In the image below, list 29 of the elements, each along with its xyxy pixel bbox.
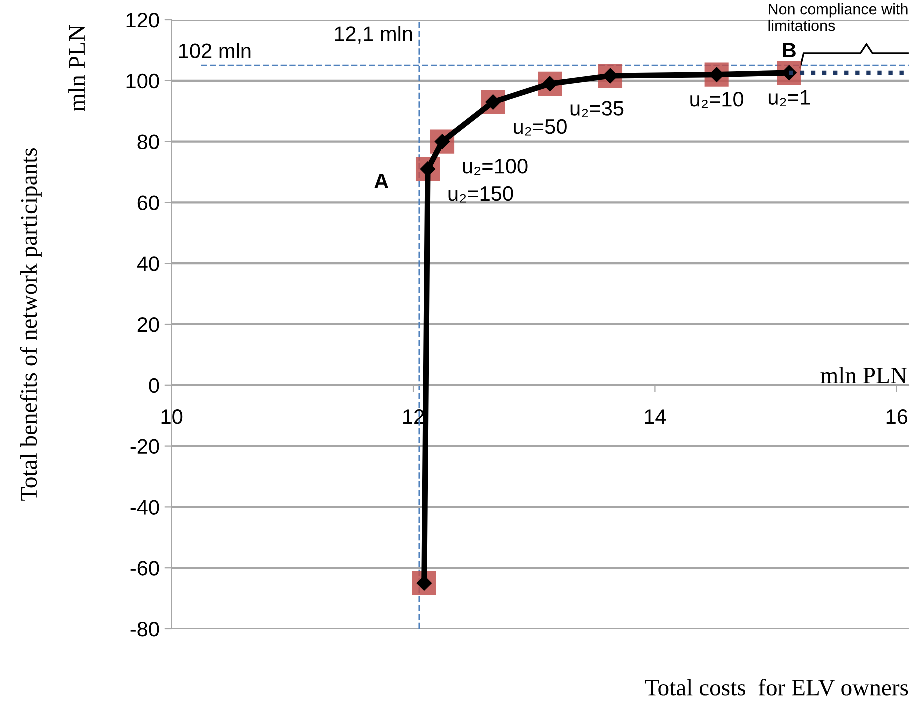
y-tick-label: -80: [130, 622, 160, 637]
annotation: u₂=100: [463, 159, 528, 176]
y-axis-title: Total benefits of network participants: [20, 148, 42, 501]
y-tick-label: 40: [137, 256, 160, 272]
y-tick-label: 20: [138, 318, 160, 332]
annotation: u₂=10: [690, 92, 744, 108]
text: mln PLN: [68, 25, 85, 112]
annotation: u₂=50: [514, 119, 567, 136]
y-tick-label: 0: [149, 378, 160, 394]
y-tick-label: 60: [138, 196, 160, 210]
annotation: u₂=150: [448, 186, 514, 203]
y-tick-label: -20: [130, 439, 160, 454]
x-tick-label: 14: [645, 410, 666, 424]
ref-line-label: 12,1 mln: [335, 26, 412, 44]
x-tick-label: 16: [886, 410, 908, 424]
y-tick-label: 100: [126, 74, 160, 89]
annotation: B: [783, 43, 796, 58]
y-tick-label: -40: [130, 500, 160, 515]
y-tick-label: 120: [126, 13, 160, 28]
ref-line-label: 102 mln: [179, 43, 251, 59]
annotation: Non compliance with limitations: [768, 4, 908, 32]
annotation: A: [374, 174, 389, 188]
y-tick-label: 80: [138, 134, 160, 150]
x-tick-label: 10: [162, 410, 183, 424]
y-tick-label: -60: [130, 561, 160, 576]
annotation: u₂=1: [768, 90, 810, 107]
annotation: u₂=35: [570, 101, 624, 118]
x-axis-title: Total costs for ELV owners: [645, 678, 908, 696]
annotation: mln PLN: [820, 367, 907, 384]
